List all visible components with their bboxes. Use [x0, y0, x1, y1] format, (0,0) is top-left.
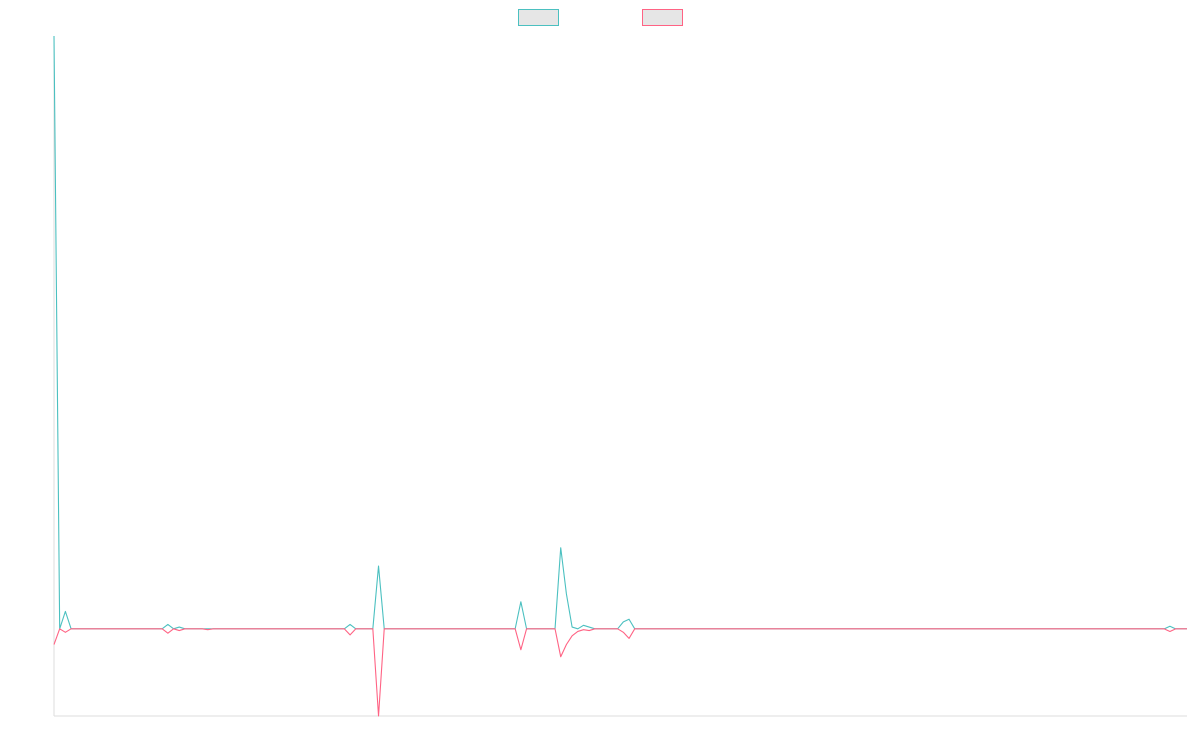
legend-swatch-1: [518, 9, 559, 26]
series-line-1: [53, 35, 1187, 630]
chart-legend: [518, 9, 683, 26]
chart-axes: [53, 36, 1187, 717]
legend-swatch-2: [642, 9, 683, 26]
series-line-2: [53, 628, 1187, 717]
plot-area: [53, 35, 1187, 717]
